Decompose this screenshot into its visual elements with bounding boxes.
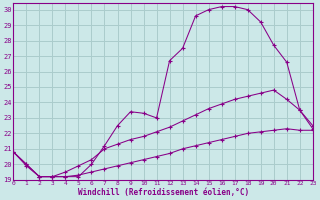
X-axis label: Windchill (Refroidissement éolien,°C): Windchill (Refroidissement éolien,°C) <box>77 188 249 197</box>
